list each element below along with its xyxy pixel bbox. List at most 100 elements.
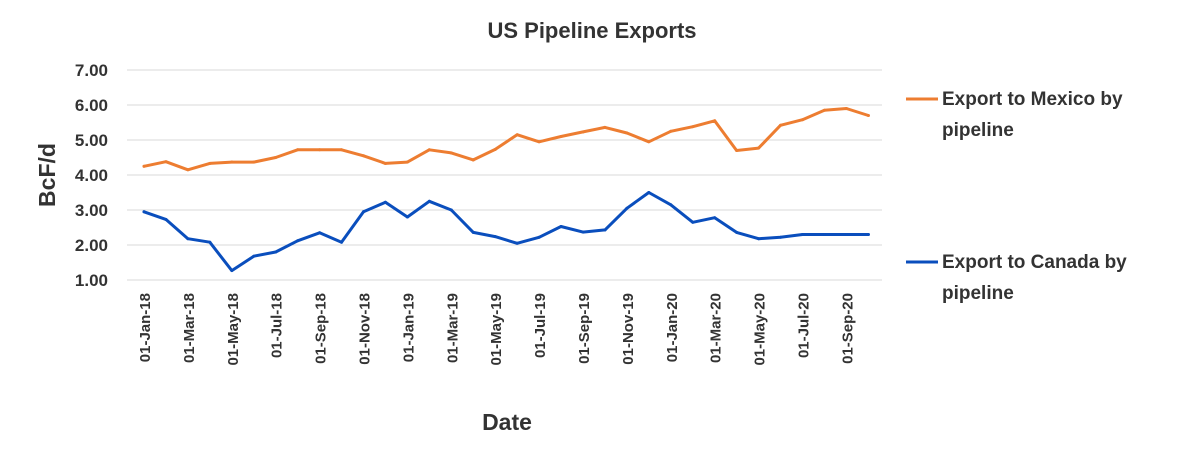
x-tick-label: 01-Mar-19	[444, 293, 461, 363]
x-tick-label: 01-Nov-19	[620, 293, 637, 365]
data-point	[559, 135, 563, 138]
y-tick-label: 7.00	[75, 61, 108, 80]
data-point	[735, 149, 739, 152]
x-tick-label: 01-Mar-20	[708, 293, 725, 363]
data-point	[383, 200, 387, 204]
data-point	[581, 230, 585, 234]
data-point	[515, 133, 519, 137]
x-tick-label: 01-Jul-20	[796, 293, 813, 358]
x-tick-label: 01-May-19	[488, 293, 505, 366]
data-point	[383, 161, 387, 165]
data-point	[647, 191, 651, 194]
data-point	[274, 156, 278, 159]
data-point	[844, 233, 848, 236]
x-tick-label: 01-Jul-18	[269, 293, 286, 358]
data-point	[274, 250, 278, 254]
data-point	[822, 108, 826, 112]
x-tick-label: 01-Jan-20	[664, 293, 681, 362]
y-tick-label: 2.00	[75, 236, 108, 255]
x-axis-ticks: 01-Jan-18 01-Mar-18 01-May-18 01-Jul-18 01-S…	[137, 293, 856, 366]
data-point	[757, 237, 761, 241]
data-point	[866, 233, 870, 236]
data-point	[186, 168, 190, 172]
data-point	[471, 230, 475, 234]
y-axis-label: BcF/d	[34, 143, 60, 207]
data-point	[801, 118, 804, 122]
data-point	[822, 233, 826, 236]
data-point	[625, 206, 629, 210]
data-point	[142, 164, 146, 168]
data-point	[208, 240, 212, 244]
data-point	[493, 235, 497, 239]
data-point	[801, 233, 804, 236]
data-point	[647, 140, 651, 144]
x-tick-label: 01-Sep-19	[576, 293, 593, 364]
y-tick-label: 3.00	[75, 201, 108, 220]
legend-label: pipeline	[942, 283, 1014, 304]
data-point	[230, 269, 234, 273]
legend: Export to Mexico by pipeline Export to Can…	[906, 89, 1127, 304]
data-point	[779, 235, 783, 239]
data-point	[691, 125, 695, 129]
x-tick-label: 01-Nov-18	[357, 293, 374, 365]
data-point	[252, 160, 256, 164]
x-tick-label: 01-Mar-18	[181, 293, 198, 363]
data-point	[779, 123, 783, 127]
x-tick-label: 01-Jan-18	[137, 293, 154, 362]
series-line-mexico	[142, 107, 870, 172]
data-point	[581, 130, 585, 134]
data-point	[362, 210, 365, 214]
y-tick-label: 6.00	[75, 96, 108, 115]
y-tick-label: 4.00	[75, 166, 108, 185]
x-tick-label: 01-Sep-18	[313, 293, 330, 364]
y-axis-ticks: 1.00 2.00 3.00 4.00 5.00 6.00 7.00	[75, 61, 108, 290]
data-point	[603, 228, 607, 232]
series-lines	[142, 107, 870, 273]
data-point	[713, 216, 717, 220]
data-point	[669, 203, 673, 207]
data-point	[186, 237, 190, 241]
y-tick-label: 5.00	[75, 131, 108, 150]
data-point	[208, 161, 212, 165]
data-point	[757, 146, 761, 150]
data-point	[713, 119, 717, 123]
data-point	[362, 154, 365, 158]
data-point	[164, 160, 168, 164]
x-tick-label: 01-May-18	[225, 293, 242, 366]
data-point	[427, 199, 431, 203]
legend-label: pipeline	[942, 120, 1014, 141]
legend-label: Export to Canada by	[942, 252, 1127, 273]
data-point	[405, 160, 409, 164]
data-point	[691, 220, 695, 224]
series-line-canada	[142, 191, 870, 273]
x-axis-label: Date	[482, 409, 532, 435]
x-tick-label: 01-Jan-19	[400, 293, 417, 362]
chart-title: US Pipeline Exports	[487, 18, 696, 43]
data-point	[537, 235, 541, 239]
data-point	[449, 208, 453, 212]
data-point	[471, 158, 475, 162]
data-point	[296, 148, 300, 152]
data-point	[449, 151, 453, 155]
data-point	[318, 148, 322, 152]
data-point	[230, 160, 234, 164]
data-point	[537, 140, 541, 144]
data-point	[340, 148, 344, 152]
x-tick-label: 01-Sep-20	[839, 293, 856, 364]
gridlines	[127, 69, 882, 281]
data-point	[252, 254, 256, 258]
x-tick-label: 01-Jul-19	[532, 293, 549, 358]
data-point	[164, 217, 168, 221]
data-point	[405, 215, 409, 219]
data-point	[844, 107, 848, 110]
data-point	[318, 231, 322, 235]
x-tick-label: 01-May-20	[752, 293, 769, 366]
data-point	[296, 239, 300, 243]
data-point	[735, 230, 739, 234]
legend-label: Export to Mexico by	[942, 89, 1123, 110]
y-tick-label: 1.00	[75, 271, 108, 290]
data-point	[142, 210, 146, 214]
data-point	[515, 241, 519, 245]
data-point	[603, 125, 607, 129]
